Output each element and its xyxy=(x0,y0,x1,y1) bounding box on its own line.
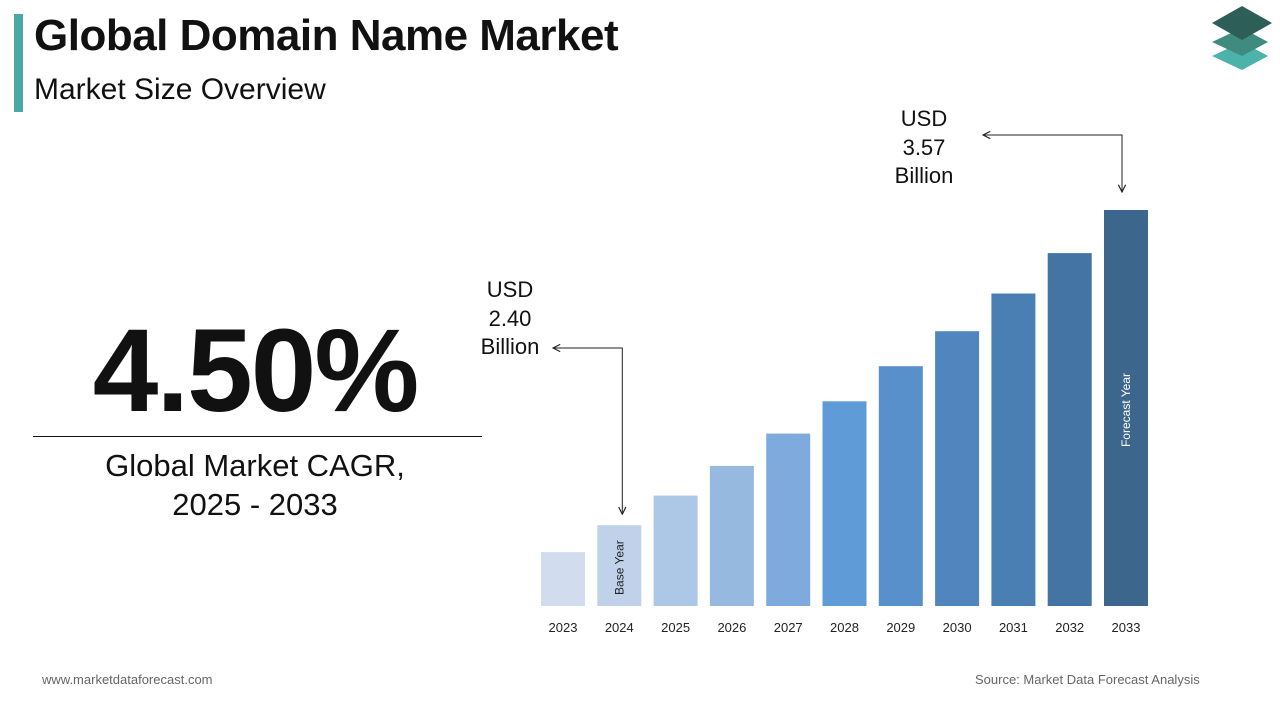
bar-annotation: Forecast Year xyxy=(1119,373,1133,447)
cagr-divider xyxy=(33,436,482,437)
bar-2033 xyxy=(1104,210,1148,606)
footer-source: Source: Market Data Forecast Analysis xyxy=(975,672,1200,687)
start-callout-unit: Billion xyxy=(480,334,540,359)
x-tick-label: 2028 xyxy=(830,620,859,635)
start-callout-value: 2.40 xyxy=(488,305,532,331)
x-tick-label: 2026 xyxy=(717,620,746,635)
x-tick-label: 2029 xyxy=(886,620,915,635)
end-callout-currency: USD xyxy=(900,106,948,131)
x-tick-label: 2025 xyxy=(661,620,690,635)
x-tick-label: 2027 xyxy=(774,620,803,635)
layers-logo-icon xyxy=(1212,6,1272,70)
page-subtitle: Market Size Overview xyxy=(34,73,326,106)
bar-2032 xyxy=(1047,253,1092,606)
bar-2031 xyxy=(991,293,1036,606)
footer-website: www.marketdataforecast.com xyxy=(42,672,213,687)
cagr-label: Global Market CAGR, 2025 - 2033 xyxy=(30,446,480,524)
x-tick-label: 2031 xyxy=(999,620,1028,635)
bar-2023 xyxy=(541,552,585,606)
cagr-value: 4.50% xyxy=(92,305,420,437)
x-tick-label: 2023 xyxy=(549,620,578,635)
end-callout-value: 3.57 xyxy=(902,134,946,160)
x-tick-label: 2032 xyxy=(1055,620,1084,635)
title-accent-bar xyxy=(14,14,23,112)
bar-2029 xyxy=(878,366,923,606)
bar-2028 xyxy=(822,401,867,606)
x-tick-label: 2030 xyxy=(943,620,972,635)
bar-2026 xyxy=(709,465,754,606)
end-value-leader-arrow xyxy=(983,135,1122,192)
bar-2025 xyxy=(653,495,698,606)
bar-2024 xyxy=(597,525,642,606)
end-value-callout: USD 3.57 Billion xyxy=(880,105,968,191)
start-callout-currency: USD xyxy=(486,277,534,302)
bar-2027 xyxy=(766,433,811,606)
bar-annotation: Base Year xyxy=(612,540,626,595)
x-tick-label: 2024 xyxy=(605,620,634,635)
start-value-callout: USD 2.40 Billion xyxy=(470,276,550,362)
end-callout-unit: Billion xyxy=(894,163,954,188)
bar-2030 xyxy=(935,331,980,606)
page-title: Global Domain Name Market xyxy=(34,11,619,60)
start-value-leader-arrow xyxy=(553,348,622,514)
cagr-label-line1: Global Market CAGR, xyxy=(105,448,405,483)
cagr-label-line2: 2025 - 2033 xyxy=(172,487,338,522)
x-tick-label: 2033 xyxy=(1112,620,1141,635)
